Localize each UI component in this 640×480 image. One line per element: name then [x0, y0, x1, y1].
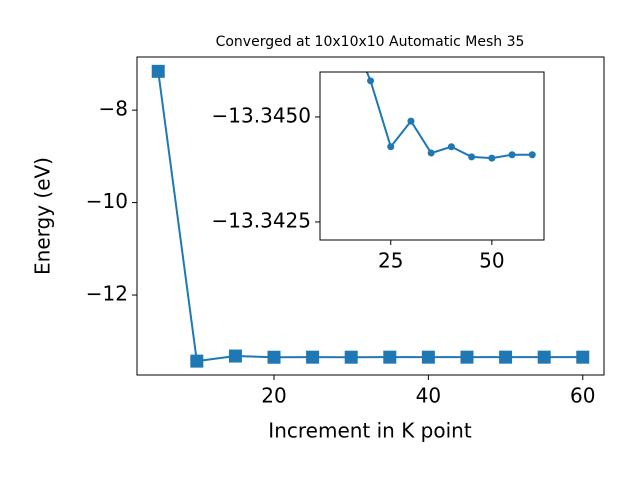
y-tick-label: −10 — [86, 189, 128, 213]
x-tick-label: 25 — [378, 249, 403, 273]
marker — [427, 149, 435, 157]
marker — [488, 154, 496, 162]
marker — [460, 350, 474, 364]
marker — [576, 350, 590, 364]
x-tick-label: 60 — [570, 384, 595, 408]
x-axis-label: Increment in K point — [268, 419, 472, 443]
marker — [421, 350, 435, 364]
y-axis-label: Energy (eV) — [31, 157, 55, 275]
marker — [499, 350, 513, 364]
plot-area — [365, 72, 536, 162]
marker — [468, 153, 476, 161]
chart-title: Converged at 10x10x10 Automatic Mesh 35 — [216, 34, 525, 50]
marker — [528, 151, 536, 159]
marker — [407, 117, 415, 125]
y-tick-label: −13.3450 — [212, 103, 311, 127]
marker — [267, 350, 281, 364]
marker — [306, 350, 320, 364]
x-tick-label: 20 — [261, 384, 286, 408]
marker — [387, 143, 395, 151]
axes-frame — [136, 56, 605, 376]
marker — [447, 143, 455, 151]
y-tick-label: −13.3425 — [212, 208, 311, 232]
marker — [151, 64, 165, 78]
marker — [508, 151, 516, 159]
plot-area — [151, 64, 590, 368]
x-tick-label: 50 — [479, 249, 504, 273]
marker — [383, 350, 397, 364]
marker — [344, 350, 358, 364]
x-tick-label: 40 — [416, 384, 441, 408]
y-tick-label: −12 — [86, 282, 128, 306]
series-line — [365, 72, 533, 160]
marker — [367, 77, 375, 85]
marker — [228, 349, 242, 363]
marker — [537, 350, 551, 364]
axes-frame — [319, 71, 545, 241]
marker — [190, 354, 204, 368]
y-tick-label: −8 — [99, 97, 128, 121]
